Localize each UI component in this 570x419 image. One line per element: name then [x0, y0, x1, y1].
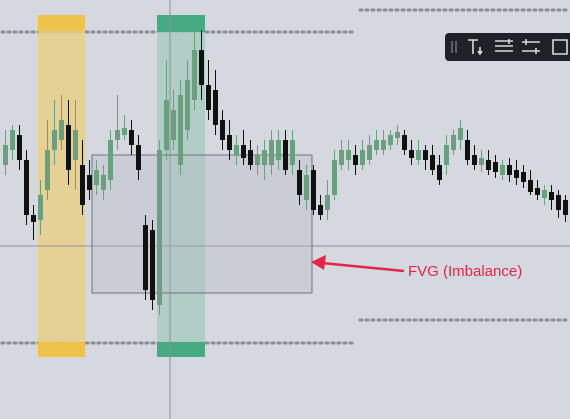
toolbar-grip — [451, 41, 457, 53]
fvg-box — [91, 154, 313, 294]
yellow-band-cap — [38, 15, 85, 31]
toolbar-text-tool[interactable] — [468, 39, 483, 56]
candle-bodies-up — [3, 50, 547, 305]
annotation-label: FVG (Imbalance) — [408, 263, 523, 280]
green-band-cap — [157, 15, 205, 32]
toolbar-box-tool[interactable] — [552, 39, 568, 55]
toolbar-settings-tool[interactable] — [522, 39, 540, 54]
toolbar-line-tool[interactable] — [495, 39, 513, 52]
yellow-band-cap — [38, 342, 85, 357]
annotation-arrow — [321, 261, 405, 273]
annotation-arrowhead — [311, 255, 326, 270]
toolbar-bg — [445, 33, 570, 61]
drawing-toolbar — [445, 33, 570, 61]
candle-bodies-down — [17, 50, 568, 300]
green-band-cap — [157, 342, 205, 357]
